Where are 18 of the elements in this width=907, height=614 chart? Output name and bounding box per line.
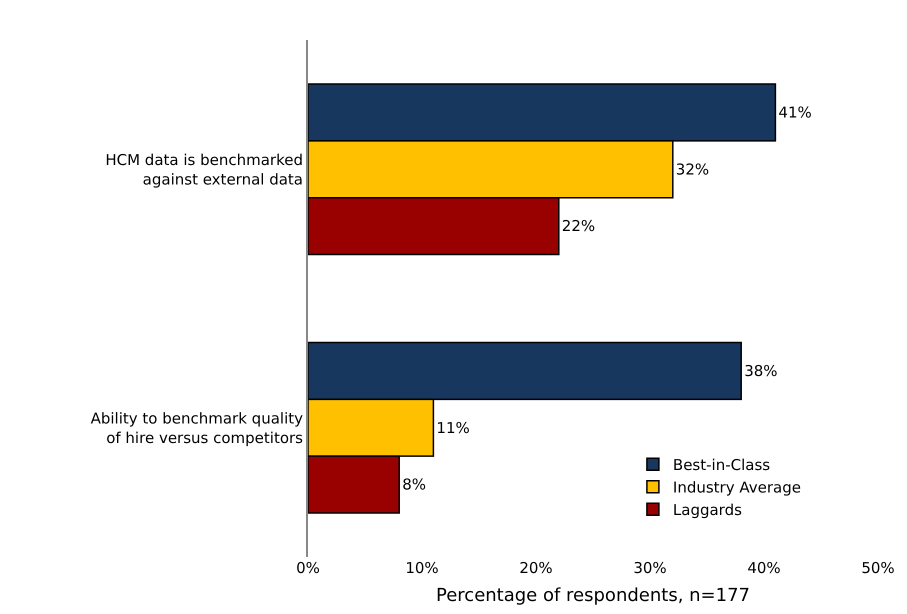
y-tick-label: Ability to benchmark quality of hire versus competitors <box>90 409 304 447</box>
x-axis-title: Percentage of respondents, n=177 <box>436 585 750 606</box>
data-label: 11% <box>436 418 470 437</box>
data-label: 22% <box>562 217 596 236</box>
legend-label: Best-in-Class <box>672 456 770 474</box>
data-label: 8% <box>402 476 426 494</box>
x-tick-label: 20% <box>519 559 553 577</box>
legend-label: Laggards <box>672 501 742 520</box>
legend-label: Industry Average <box>672 478 801 497</box>
x-tick-label: 30% <box>633 559 667 577</box>
y-tick-label: HCM data is benchmarked against external data <box>105 150 303 188</box>
data-label: 32% <box>676 160 710 178</box>
data-label: 41% <box>778 103 812 122</box>
data-label: 38% <box>744 362 778 380</box>
x-tick-label: 10% <box>405 559 439 577</box>
x-tick-label: 50% <box>861 559 895 577</box>
x-tick-label: 40% <box>747 559 781 577</box>
x-tick-label: 0% <box>296 559 320 577</box>
